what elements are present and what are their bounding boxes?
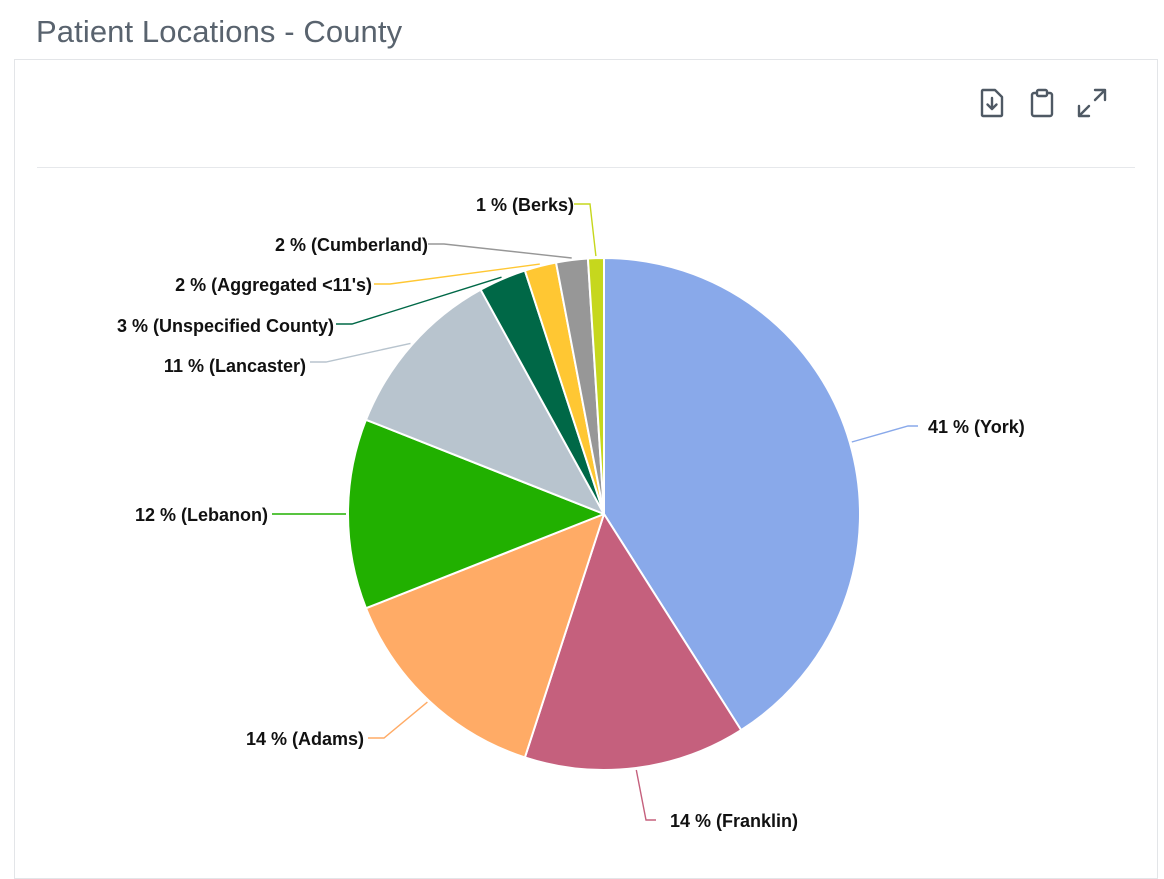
- pie-slice-lebanon[interactable]: [347, 418, 605, 610]
- leader-line: [851, 425, 918, 443]
- download-button[interactable]: [975, 86, 1009, 120]
- slice-label: 12 % (Lebanon): [135, 505, 268, 525]
- slice-label: 11 % (Lancaster): [164, 356, 306, 376]
- pie-slice-franklin[interactable]: [523, 513, 743, 771]
- slice-labels: 41 % (York) 14 % (Franklin) 14 % (Adams) 12…: [117, 195, 1025, 831]
- leader-line: [336, 276, 502, 325]
- expand-icon: [1077, 88, 1107, 118]
- slice-label: 14 % (Franklin): [670, 811, 798, 831]
- slice-label: 2 % (Cumberland): [275, 235, 428, 255]
- clipboard-icon: [1030, 88, 1054, 118]
- leader-line: [574, 203, 597, 257]
- leader-line: [428, 243, 572, 259]
- pie-slices: [347, 257, 861, 771]
- slice-label: 14 % (Adams): [246, 729, 364, 749]
- slice-label: 41 % (York): [928, 417, 1025, 437]
- pie-slice-adams[interactable]: [364, 513, 605, 759]
- copy-button[interactable]: [1025, 86, 1059, 120]
- leader-lines: [272, 203, 918, 821]
- page-title: Patient Locations - County: [36, 14, 403, 49]
- slice-label: 1 % (Berks): [476, 195, 574, 215]
- download-icon: [980, 88, 1004, 118]
- leader-line: [368, 701, 428, 739]
- chart-toolbar: [975, 86, 1109, 120]
- pie-slice-berks[interactable]: [586, 257, 605, 515]
- card-divider: [37, 167, 1135, 168]
- pie-slice-york[interactable]: [603, 257, 861, 732]
- leader-line: [310, 342, 411, 363]
- slice-label: 2 % (Aggregated <11's): [175, 275, 372, 295]
- leader-line: [635, 769, 656, 821]
- pie-slice-lancaster[interactable]: [364, 288, 605, 515]
- leader-line: [374, 263, 540, 285]
- slice-label: 3 % (Unspecified County): [117, 316, 334, 336]
- expand-button[interactable]: [1075, 86, 1109, 120]
